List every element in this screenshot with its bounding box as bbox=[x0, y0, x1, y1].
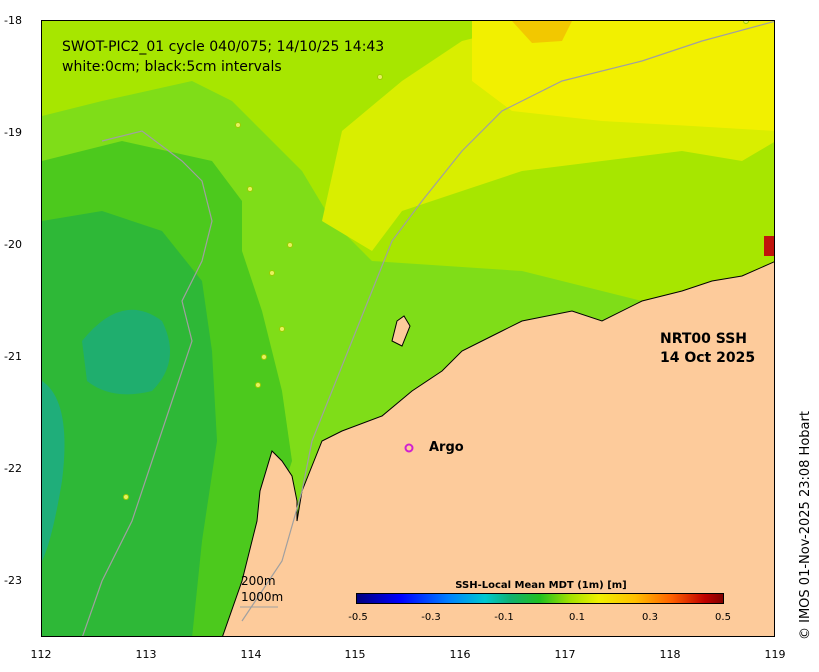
title-line1: SWOT-PIC2_01 cycle 040/075; 14/10/25 14:… bbox=[62, 39, 385, 55]
ssh-region-teal-west bbox=[42, 381, 65, 561]
colorbar-tick: 0.3 bbox=[642, 612, 658, 623]
argo-marker bbox=[404, 443, 414, 453]
x-tick-label: 114 bbox=[240, 648, 262, 661]
ssh-field bbox=[42, 21, 774, 636]
swot-point bbox=[261, 354, 267, 360]
argo-label: Argo bbox=[429, 440, 464, 455]
credit-text: © IMOS 01-Nov-2025 23:08 Hobart bbox=[798, 411, 813, 640]
colorbar-tick: -0.5 bbox=[348, 612, 368, 623]
isobath-200m bbox=[241, 21, 774, 622]
scale-label-1000m: 1000m bbox=[241, 590, 284, 604]
ssh-region-teal bbox=[82, 309, 170, 395]
y-tick-label: -20 bbox=[4, 238, 22, 251]
x-tick-label: 113 bbox=[135, 648, 157, 661]
colorbar-title: SSH-Local Mean MDT (1m) [m] bbox=[455, 580, 627, 591]
swot-point bbox=[269, 270, 275, 276]
y-tick-label: -19 bbox=[4, 126, 22, 139]
ssh-region-darkgreen bbox=[42, 211, 217, 636]
isobath-1000m bbox=[82, 130, 213, 636]
swot-point bbox=[279, 326, 285, 332]
swot-point bbox=[255, 382, 261, 388]
colorbar-tick: -0.1 bbox=[494, 612, 514, 623]
x-tick-label: 112 bbox=[30, 648, 52, 661]
x-tick-label: 116 bbox=[449, 648, 471, 661]
swot-point bbox=[247, 186, 253, 192]
x-tick-label: 119 bbox=[764, 648, 786, 661]
y-tick-label: -23 bbox=[4, 574, 22, 587]
x-tick-label: 115 bbox=[344, 648, 366, 661]
x-tick-label: 117 bbox=[554, 648, 576, 661]
swot-point bbox=[235, 122, 241, 128]
island bbox=[391, 315, 411, 347]
product-line2: 14 Oct 2025 bbox=[660, 350, 756, 366]
x-tick-label: 118 bbox=[659, 648, 681, 661]
y-tick-label: -22 bbox=[4, 462, 22, 475]
title-line2: white:0cm; black:5cm intervals bbox=[62, 59, 282, 75]
product-label: NRT00 SSH 14 Oct 2025 bbox=[660, 330, 755, 368]
colorbar-tick: -0.3 bbox=[421, 612, 441, 623]
map-plot-area bbox=[41, 20, 775, 637]
colorbar-tick: 0.1 bbox=[569, 612, 585, 623]
ssh-hot-patch bbox=[764, 236, 774, 256]
ssh-region-orange bbox=[512, 21, 572, 43]
y-tick-label: -18 bbox=[4, 14, 22, 27]
colorbar-tick: 0.5 bbox=[715, 612, 731, 623]
swot-point bbox=[743, 21, 749, 24]
colorbar bbox=[356, 593, 724, 604]
scale-label-200m: 200m bbox=[241, 574, 276, 588]
ssh-region-yellow2 bbox=[472, 21, 774, 131]
product-line1: NRT00 SSH bbox=[660, 331, 748, 347]
swot-point bbox=[123, 494, 129, 500]
y-tick-label: -21 bbox=[4, 350, 22, 363]
swot-point bbox=[287, 242, 293, 248]
land-mass bbox=[222, 261, 774, 636]
plot-title: SWOT-PIC2_01 cycle 040/075; 14/10/25 14:… bbox=[62, 37, 384, 77]
swot-point bbox=[377, 74, 383, 80]
